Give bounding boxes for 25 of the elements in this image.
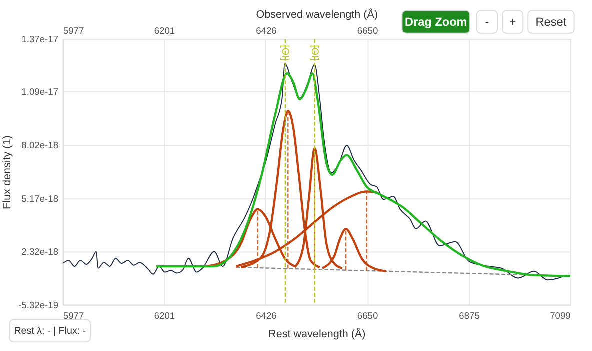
x2-tick-label: 6426: [256, 26, 277, 36]
y-tick-label: -5.32e-19: [18, 300, 59, 310]
y-tick-label: 2.32e-18: [22, 247, 59, 258]
x-axis-title: Rest wavelength (Å): [268, 327, 366, 340]
ref-line-label: [OI]: [308, 45, 320, 62]
x-tick-label: 7099: [550, 311, 571, 322]
x-tick-label: 6201: [154, 311, 176, 322]
x-tick-label: 6426: [256, 311, 277, 322]
text: +: [509, 15, 516, 30]
text: -: [485, 15, 490, 30]
y-tick-label: 5.17e-18: [22, 194, 59, 204]
y-tick-label: 8.02e-18: [22, 140, 59, 151]
y-tick-label: 1.37e-17: [22, 34, 59, 45]
x2-tick-label: 6201: [154, 26, 176, 36]
y-tick-label: 1.09e-17: [22, 86, 59, 97]
y-axis-title: Flux density (1): [1, 136, 14, 210]
text: Rest λ: - | Flux: -: [14, 326, 86, 337]
x2-axis-title: Observed wavelength (Å): [256, 8, 378, 22]
x2-tick-label: 5977: [63, 26, 84, 36]
text: Drag Zoom: [405, 15, 468, 30]
x-tick-label: 6650: [357, 311, 378, 322]
x2-tick-label: 6650: [357, 26, 378, 36]
text: Reset: [536, 15, 568, 30]
x-tick-label: 5977: [63, 311, 84, 322]
x-tick-label: 6875: [459, 311, 480, 322]
